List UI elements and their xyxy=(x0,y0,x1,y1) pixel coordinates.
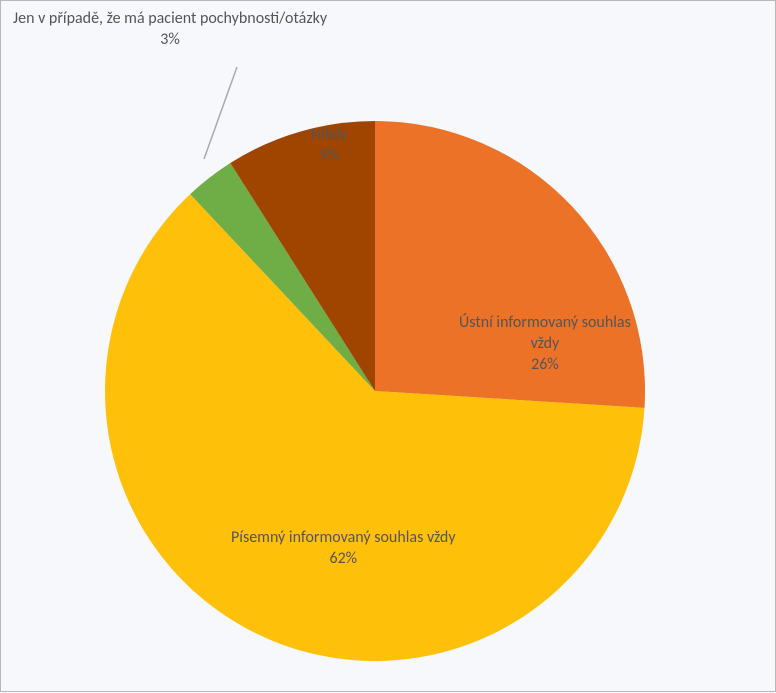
slice-label-text: Písemný informovaný souhlas vždy xyxy=(231,528,456,549)
slice-percent-text: 3% xyxy=(13,30,327,51)
slice-percent-text: 26% xyxy=(459,355,631,376)
pie-slice-label: Ústní informovaný souhlas vždy26% xyxy=(459,313,631,375)
pie-slice-label: Nikdy9% xyxy=(311,125,347,167)
pie-chart-svg xyxy=(1,1,776,693)
slice-label-text: Ústní informovaný souhlas vždy xyxy=(459,313,631,355)
pie-slice-label: Jen v případě, že má pacient pochybnosti… xyxy=(13,9,327,51)
slice-label-text: Jen v případě, že má pacient pochybnosti… xyxy=(13,9,327,30)
pie-chart-frame: Ústní informovaný souhlas vždy26% Písemný… xyxy=(0,0,776,692)
slice-label-text: Nikdy xyxy=(311,125,347,146)
slice-percent-text: 9% xyxy=(311,146,347,167)
pie-slice-label: Písemný informovaný souhlas vždy62% xyxy=(231,528,456,570)
leader-line xyxy=(204,67,237,159)
slice-percent-text: 62% xyxy=(231,549,456,570)
